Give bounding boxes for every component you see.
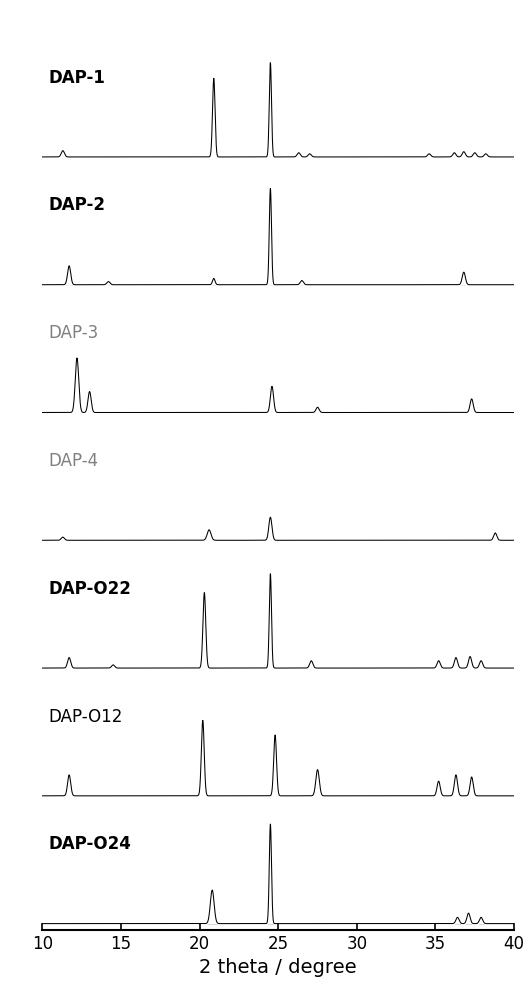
Text: DAP-O24: DAP-O24 (49, 835, 131, 853)
Text: DAP-1: DAP-1 (49, 69, 105, 87)
Text: DAP-3: DAP-3 (49, 324, 99, 342)
Text: DAP-O12: DAP-O12 (49, 708, 123, 726)
Text: DAP-O22: DAP-O22 (49, 580, 131, 598)
Text: DAP-4: DAP-4 (49, 452, 99, 470)
Text: DAP-2: DAP-2 (49, 196, 105, 214)
X-axis label: 2 theta / degree: 2 theta / degree (199, 958, 357, 977)
